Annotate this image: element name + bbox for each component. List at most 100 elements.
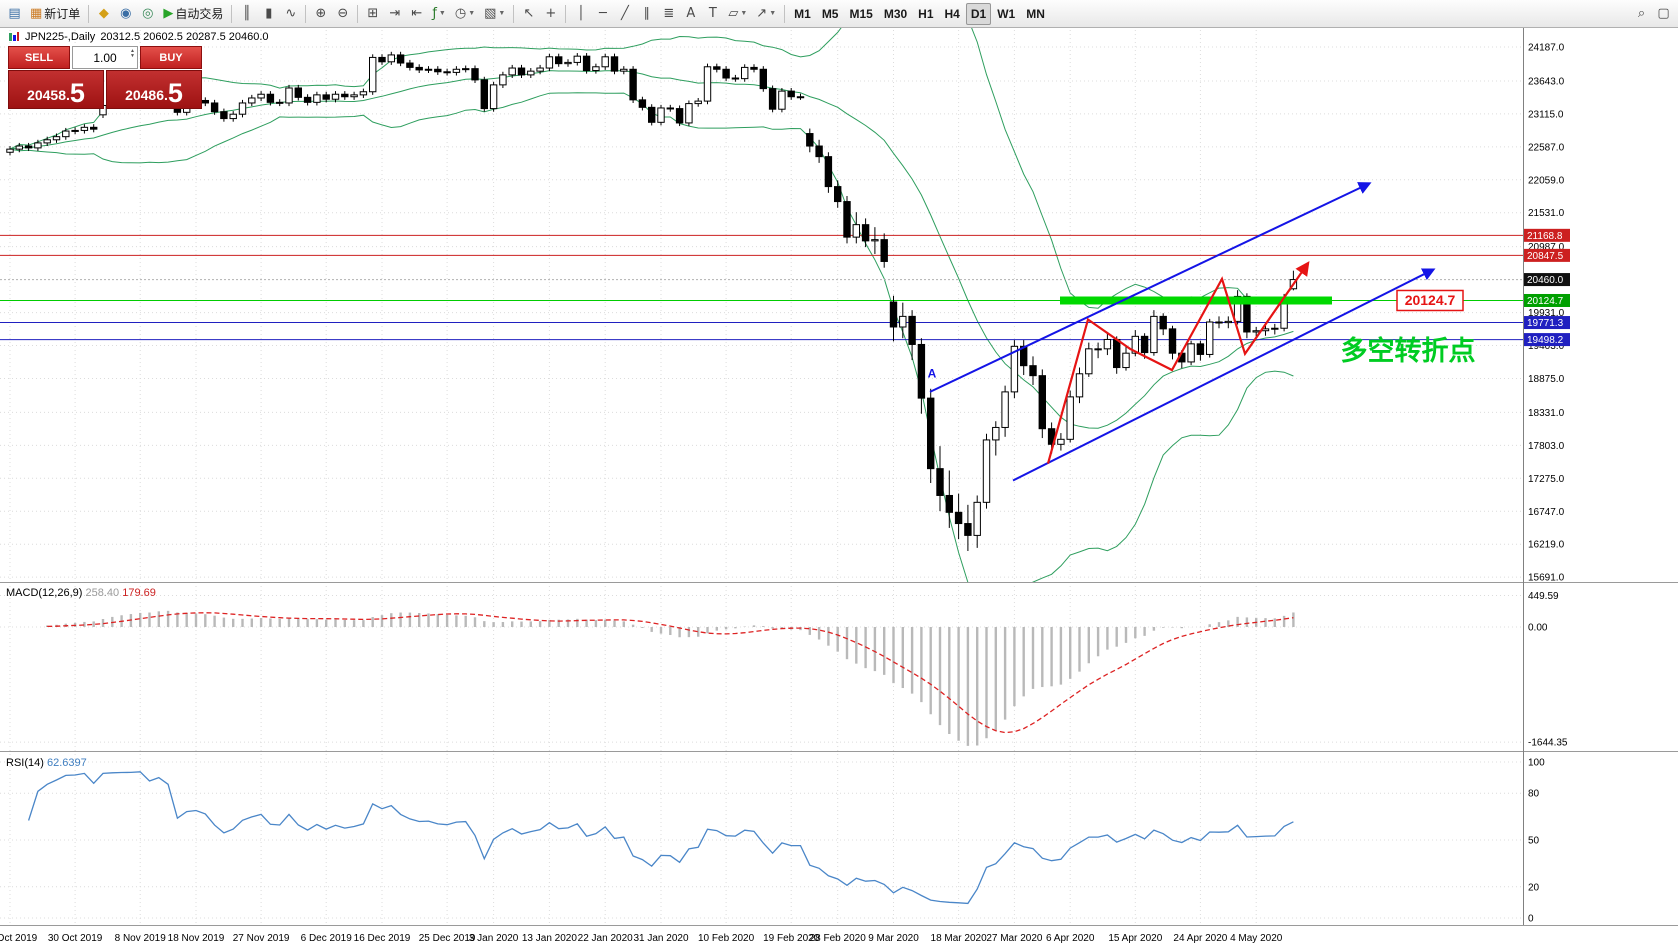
svg-text:6 Dec 2019: 6 Dec 2019: [301, 933, 353, 944]
crosshair-icon: +: [545, 6, 557, 21]
buy-price[interactable]: 20486. 5: [106, 70, 202, 109]
support-icon[interactable]: ◎: [137, 3, 158, 25]
layout-icon[interactable]: ▢: [1653, 3, 1674, 25]
svg-text:20: 20: [1528, 882, 1540, 893]
volume-spinner[interactable]: ▲ ▼: [130, 48, 135, 59]
chart-title: JPN225-,Daily 20312.5 20602.5 20287.5 20…: [8, 31, 269, 43]
templates-icon[interactable]: ▧ ▼: [480, 3, 509, 25]
rsi-line: [27, 771, 1294, 905]
svg-text:24187.0: 24187.0: [1528, 43, 1565, 54]
timeframe-d1-button[interactable]: D1: [965, 2, 992, 25]
bar-chart-icon[interactable]: ║: [236, 3, 257, 25]
svg-text:21 Oct 2019: 21 Oct 2019: [0, 933, 38, 944]
dropdown-caret-icon[interactable]: ▼: [468, 10, 476, 17]
turning-point-label[interactable]: 多空转折点: [1341, 335, 1476, 366]
channel-icon: ∥: [643, 6, 651, 21]
timeframe-m1-button[interactable]: M1: [789, 3, 816, 25]
timeframe-m30-button[interactable]: M30: [879, 3, 912, 25]
autotrade-button[interactable]: ▶ 自动交易: [159, 3, 227, 25]
svg-text:8 Nov 2019: 8 Nov 2019: [115, 933, 167, 944]
horizontal-line-icon: ─: [598, 6, 607, 21]
svg-text:17803.0: 17803.0: [1528, 441, 1565, 452]
vertical-line-icon: │: [576, 6, 585, 21]
fibonacci-icon[interactable]: ≣: [658, 3, 679, 25]
zoom-in-icon[interactable]: ⊕: [310, 3, 331, 25]
svg-text:10 Feb 2020: 10 Feb 2020: [698, 933, 755, 944]
new-order-button[interactable]: ▦ 新订单: [26, 3, 84, 25]
dropdown-caret-icon[interactable]: ▼: [498, 10, 506, 17]
svg-text:18 Mar 2020: 18 Mar 2020: [931, 933, 988, 944]
cursor-icon[interactable]: ↖: [518, 3, 539, 25]
svg-text:19498.2: 19498.2: [1527, 335, 1564, 346]
macd-indicator-label: MACD(12,26,9) 258.40 179.69: [6, 587, 156, 599]
dropdown-caret-icon[interactable]: ▼: [769, 10, 777, 17]
terminal-icon[interactable]: ▤: [4, 3, 25, 25]
a-marker[interactable]: A: [928, 367, 937, 381]
volume-input[interactable]: 1.00 ▲ ▼: [72, 46, 138, 69]
svg-text:16 Dec 2019: 16 Dec 2019: [354, 933, 411, 944]
tile-windows-icon: ⊞: [367, 6, 379, 21]
channel-icon[interactable]: ∥: [636, 3, 657, 25]
crosshair-icon[interactable]: +: [540, 3, 561, 25]
search-icon[interactable]: ⌕: [1631, 3, 1652, 25]
dropdown-caret-icon[interactable]: ▼: [740, 10, 748, 17]
svg-text:19931.0: 19931.0: [1528, 308, 1565, 319]
timeframe-mn-button[interactable]: MN: [1021, 3, 1050, 25]
dropdown-caret-icon[interactable]: ▼: [438, 10, 446, 17]
toolbar-separator: [231, 4, 233, 23]
svg-text:20847.5: 20847.5: [1527, 251, 1564, 262]
svg-text:19403.0: 19403.0: [1528, 341, 1565, 352]
text-icon[interactable]: A: [680, 3, 701, 25]
volume-value: 1.00: [93, 50, 117, 65]
svg-text:449.59: 449.59: [1528, 591, 1559, 602]
svg-text:18 Nov 2019: 18 Nov 2019: [168, 933, 225, 944]
auto-scroll-icon[interactable]: ⇥: [384, 3, 405, 25]
indicators-icon[interactable]: ƒ ▼: [428, 3, 450, 25]
timeframe-m5-button[interactable]: M5: [817, 3, 844, 25]
timeframe-h1-button[interactable]: H1: [913, 3, 938, 25]
horizontal-line-icon[interactable]: ─: [592, 3, 613, 25]
mql5-icon[interactable]: ◆: [93, 3, 114, 25]
timeframe-d1-button-label: D1: [970, 6, 987, 21]
zoom-out-icon[interactable]: ⊖: [332, 3, 353, 25]
svg-text:18331.0: 18331.0: [1528, 408, 1565, 419]
templates-icon: ▧: [484, 6, 497, 21]
price-path-annotation[interactable]: [1046, 261, 1310, 464]
shapes-icon: ▱: [728, 6, 739, 21]
svg-text:6 Apr 2020: 6 Apr 2020: [1046, 933, 1095, 944]
line-chart-icon[interactable]: ∿: [280, 3, 301, 25]
shapes-icon[interactable]: ▱ ▼: [724, 3, 751, 25]
trend-channel-lines[interactable]: [929, 182, 1436, 482]
timeframe-m15-button[interactable]: M15: [844, 3, 877, 25]
vertical-line-icon[interactable]: │: [570, 3, 591, 25]
layout-icon: ▢: [1657, 6, 1670, 21]
sell-button[interactable]: SELL: [8, 46, 70, 69]
svg-text:-1644.35: -1644.35: [1528, 738, 1568, 749]
main-toolbar: ▤ ▦ 新订单 ◆ ◉ ◎ ▶ 自动交易 ║ ▮ ∿ ⊕ ⊖ ⊞ ⇥ ⇤ ƒ ▼ ◷ ▼ ▧ ▼ ↖ + │ ─ ╱ ∥ ≣ A T ▱ ▼ ↗ ▼…: [0, 0, 1678, 28]
trendline-icon[interactable]: ╱: [614, 3, 635, 25]
toolbar-right-group: ⌕ ▢: [1631, 3, 1674, 25]
auto-scroll-icon: ⇥: [389, 6, 401, 21]
svg-text:20124.7: 20124.7: [1405, 292, 1456, 308]
timeframe-h4-button[interactable]: H4: [940, 3, 965, 25]
cursor-icon: ↖: [523, 6, 535, 21]
community-icon[interactable]: ◉: [115, 3, 136, 25]
tile-windows-icon[interactable]: ⊞: [362, 3, 383, 25]
svg-text:15 Apr 2020: 15 Apr 2020: [1108, 933, 1162, 944]
sell-price[interactable]: 20458. 5: [8, 70, 104, 109]
text-icon: A: [686, 6, 696, 21]
label-icon[interactable]: T: [702, 3, 723, 25]
candlestick-chart-icon[interactable]: ▮: [258, 3, 279, 25]
new-order-button-label: 新订单: [44, 7, 81, 21]
arrows-icon[interactable]: ↗ ▼: [752, 3, 780, 25]
price-callout[interactable]: 20124.7: [1396, 289, 1464, 312]
timeframe-m5-button-label: M5: [821, 6, 839, 21]
svg-text:22 Jan 2020: 22 Jan 2020: [578, 933, 633, 944]
pane-separators[interactable]: [0, 582, 1678, 927]
svg-text:24 Apr 2020: 24 Apr 2020: [1173, 933, 1227, 944]
chart-shift-icon[interactable]: ⇤: [406, 3, 427, 25]
periods-icon[interactable]: ◷ ▼: [451, 3, 479, 25]
buy-button[interactable]: BUY: [140, 46, 202, 69]
timeframe-w1-button[interactable]: W1: [992, 3, 1020, 25]
